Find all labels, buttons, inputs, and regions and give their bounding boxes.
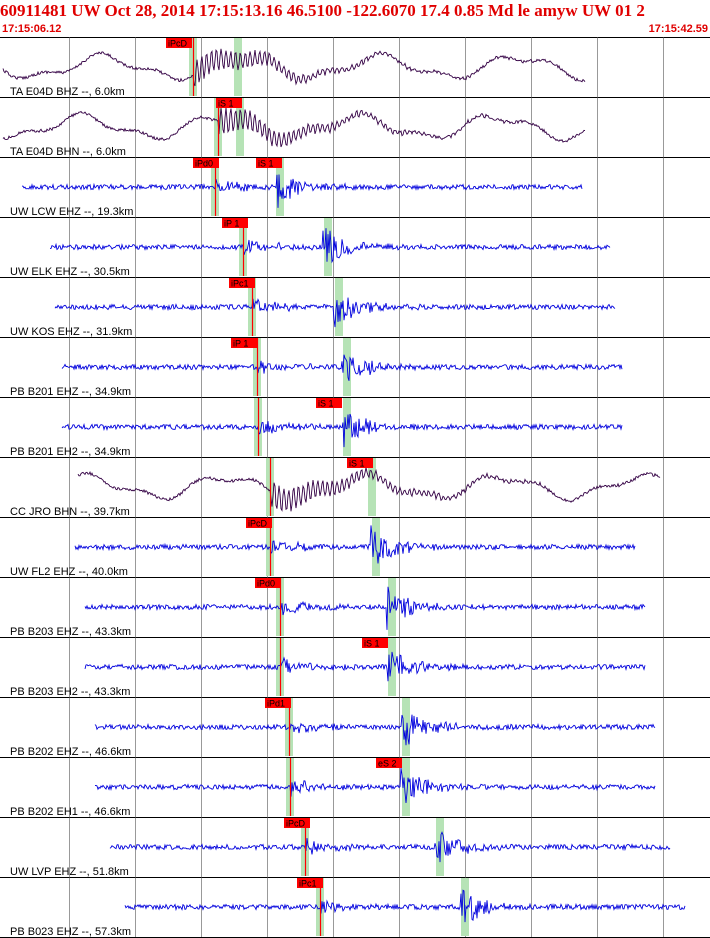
waveform-trace[interactable]: [54, 297, 616, 328]
waveform-trace[interactable]: [50, 228, 611, 264]
waveform-trace[interactable]: [84, 651, 646, 682]
pick-label-box[interactable]: [222, 218, 248, 228]
pick-label-box[interactable]: [316, 398, 342, 408]
s-window: [402, 698, 410, 756]
pick-label: iS 1: [258, 159, 274, 169]
s-window: [388, 578, 396, 636]
pick-label-box[interactable]: [284, 818, 310, 828]
waveform-trace[interactable]: [84, 586, 646, 630]
channel-label: PB B203 EH2 --, 43.3km: [10, 686, 130, 698]
pick-label: iP 1: [224, 219, 239, 229]
channel-label: PB B202 EHZ --, 46.6km: [10, 746, 131, 758]
s-window: [324, 218, 332, 276]
pick-label: iPd0: [195, 159, 213, 169]
pick-label-box[interactable]: [265, 698, 291, 708]
s-window: [368, 458, 376, 516]
s-window: [402, 758, 410, 816]
s-window: [461, 878, 469, 936]
waveform-trace[interactable]: [77, 467, 661, 512]
channel-label: PB B201 EHZ --, 34.9km: [10, 386, 131, 398]
channel-label: PB B023 EHZ --, 57.3km: [10, 926, 131, 938]
pick-label: iP 1: [233, 339, 248, 349]
pick-label-box[interactable]: [193, 158, 219, 168]
s-window: [388, 638, 396, 696]
pick-label: iPcD: [286, 819, 306, 829]
pick-label-box[interactable]: [246, 518, 272, 528]
pick-label: iS 1: [218, 99, 234, 109]
channel-label: UW ELK EHZ --, 30.5km: [10, 266, 130, 278]
pick-label: iPcD: [248, 519, 268, 529]
time-start: 17:15:06.12: [2, 23, 62, 35]
pick-label-box[interactable]: [297, 878, 323, 888]
pick-label-box[interactable]: [347, 458, 373, 468]
waveform-trace[interactable]: [21, 174, 583, 208]
channel-label: PB B202 EH1 --, 46.6km: [10, 806, 130, 818]
waveform-trace[interactable]: [74, 525, 636, 564]
channel-label: PB B201 EH2 --, 34.9km: [10, 446, 130, 458]
pick-label: iPc1: [231, 279, 249, 289]
channel-label: CC JRO BHN --, 39.7km: [10, 506, 130, 518]
waveform-trace[interactable]: [109, 831, 671, 863]
s-window: [236, 98, 244, 156]
channel-label: UW LCW EHZ --, 19.3km: [10, 206, 133, 218]
channel-label: PB B203 EHZ --, 43.3km: [10, 626, 131, 638]
pick-label-box[interactable]: [229, 278, 255, 288]
s-window: [436, 818, 444, 876]
pick-label: iS 1: [349, 459, 365, 469]
pick-label-box[interactable]: [256, 158, 282, 168]
channel-label: TA E04D BHZ --, 6.0km: [10, 86, 125, 98]
pick-label-box[interactable]: [166, 38, 192, 48]
time-end: 17:15:42.59: [648, 23, 708, 35]
event-header: 60911481 UW Oct 28, 2014 17:15:13.16 46.…: [0, 1, 645, 20]
pick-label: eS 2: [378, 759, 397, 769]
pick-label: iS 1: [364, 639, 380, 649]
channel-label: UW LVP EHZ --, 51.8km: [10, 866, 129, 878]
pick-label-box[interactable]: [376, 758, 402, 768]
pick-label: iS 1: [318, 399, 334, 409]
pick-label: iPc1: [299, 879, 317, 889]
waveform-trace[interactable]: [61, 354, 623, 381]
pick-label: iPd1: [267, 699, 285, 709]
pick-label-box[interactable]: [362, 638, 388, 648]
waveform-trace[interactable]: [94, 767, 656, 803]
pick-label-box[interactable]: [216, 98, 242, 108]
waveform-trace[interactable]: [61, 413, 623, 448]
pick-label: iPcD: [168, 39, 188, 49]
waveform-trace[interactable]: [2, 107, 586, 148]
channel-label: UW FL2 EHZ --, 40.0km: [10, 566, 128, 578]
pick-label-box[interactable]: [231, 338, 257, 348]
waveform-trace[interactable]: [94, 714, 656, 746]
pick-label: iPd0: [257, 579, 275, 589]
waveform-trace[interactable]: [2, 48, 586, 87]
waveform-trace[interactable]: [124, 889, 686, 923]
channel-label: TA E04D BHN --, 6.0km: [10, 146, 126, 158]
channel-label: UW KOS EHZ --, 31.9km: [10, 326, 132, 338]
pick-label-box[interactable]: [255, 578, 281, 588]
